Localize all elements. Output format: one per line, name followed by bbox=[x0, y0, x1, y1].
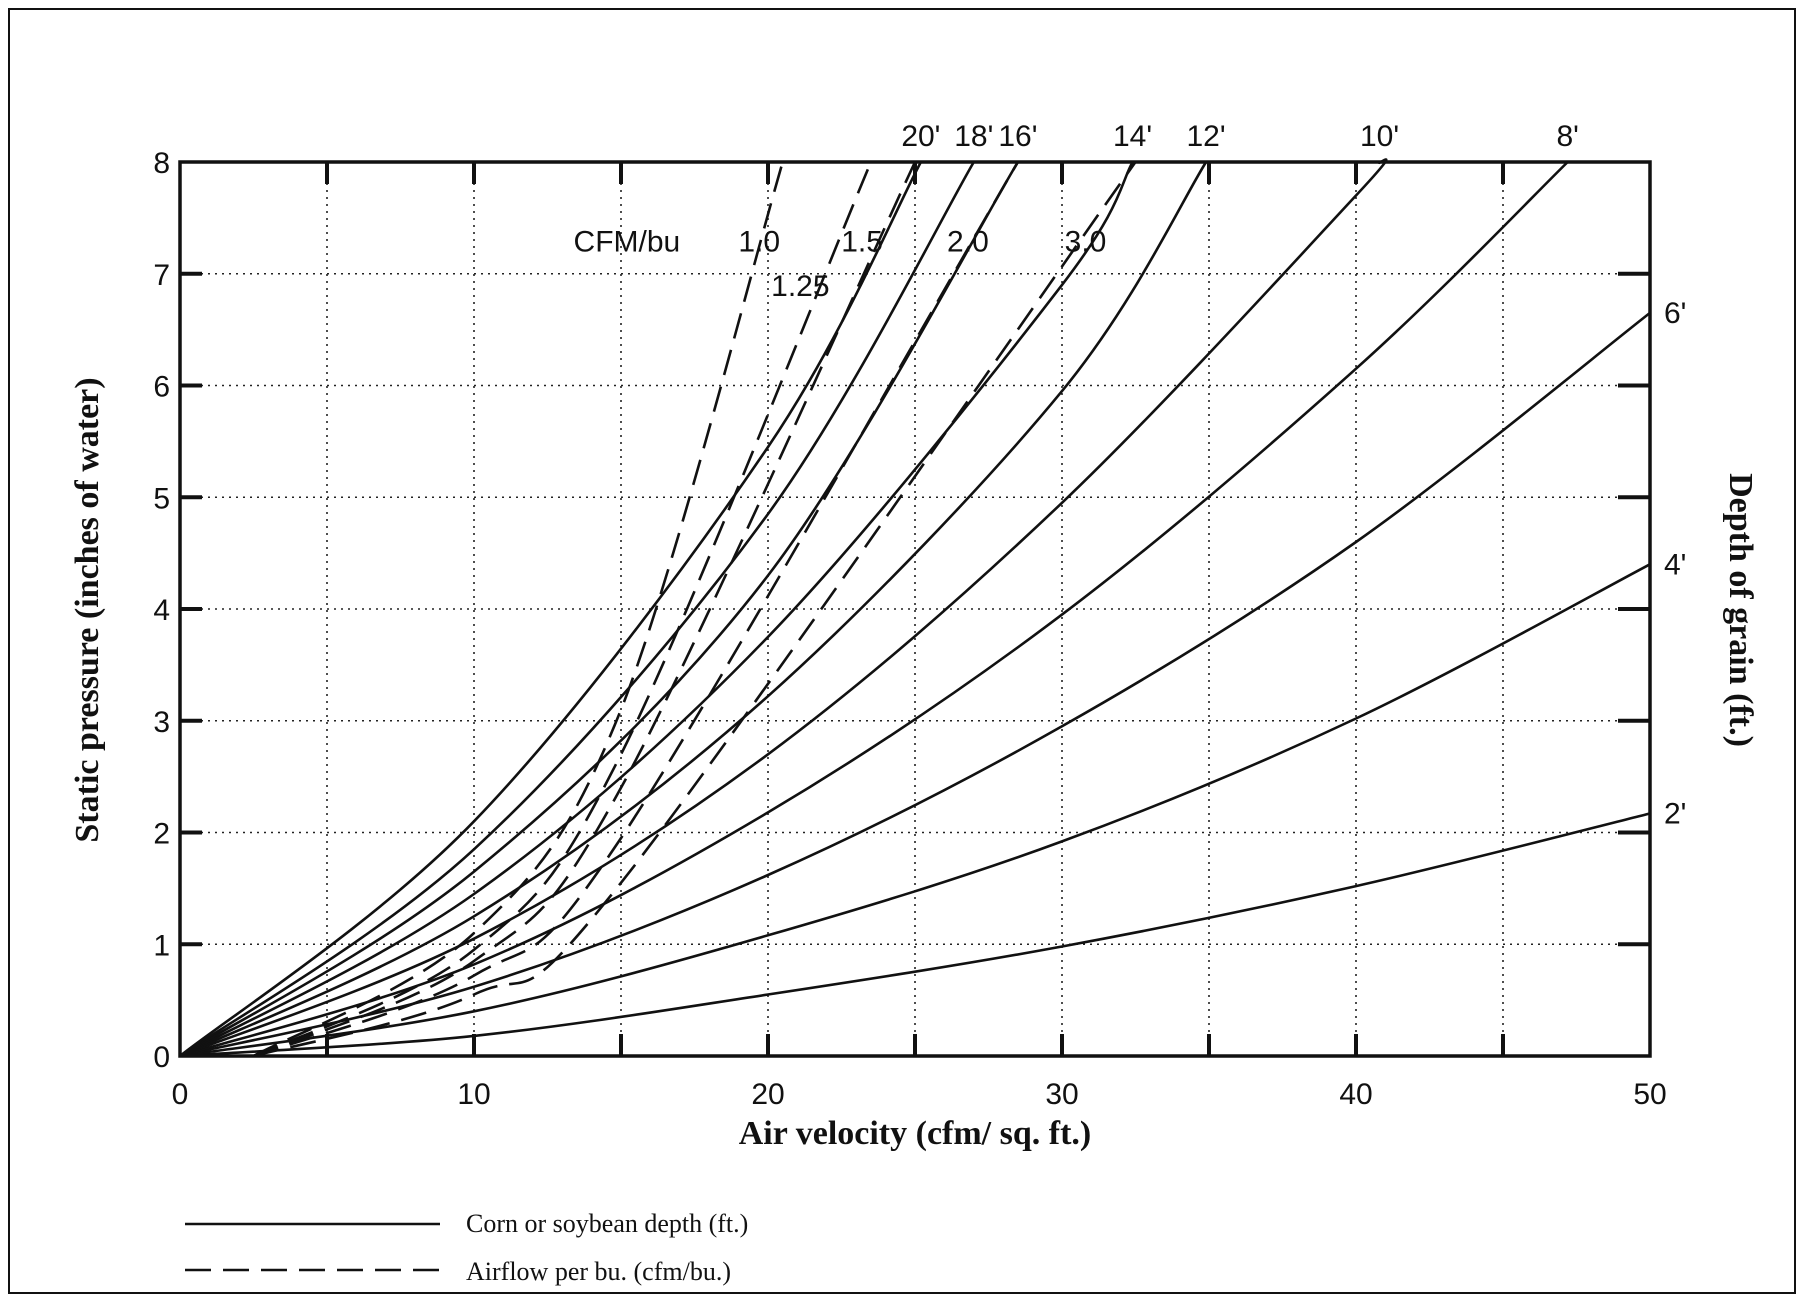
depth-curve-12ft bbox=[179, 161, 1208, 1058]
cfm-title: CFM/bu bbox=[574, 225, 681, 258]
cfm-label: 1.25 bbox=[771, 270, 829, 303]
cfm-curve-2.0 bbox=[253, 161, 1020, 1058]
y-tick-label: 4 bbox=[153, 594, 170, 627]
depth-curve-10ft bbox=[179, 158, 1388, 1058]
y-tick-label: 1 bbox=[153, 929, 170, 962]
depth-curve-2ft bbox=[179, 812, 1651, 1058]
depth-label: 12' bbox=[1187, 120, 1226, 153]
cfm-curve-3.0 bbox=[253, 161, 1137, 1058]
figure-frame: 0 10 20 30 40 50 0 1 2 3 4 5 6 7 8 2' 4' 6' 8' 10' 12' 14' 16'… bbox=[8, 8, 1796, 1294]
cfm-label: 3.0 bbox=[1065, 225, 1107, 258]
x-tick-label: 50 bbox=[1633, 1078, 1666, 1111]
y-axis-title: Static pressure (inches of water) bbox=[69, 377, 106, 842]
chart: 0 10 20 30 40 50 0 1 2 3 4 5 6 7 8 2' 4' 6' 8' 10' 12' 14' 16'… bbox=[69, 120, 1759, 1286]
depth-curve-6ft bbox=[179, 311, 1651, 1058]
y-tick-label: 5 bbox=[153, 482, 170, 515]
legend-solid-label: Corn or soybean depth (ft.) bbox=[466, 1209, 748, 1238]
depth-label: 8' bbox=[1556, 120, 1578, 153]
x-tick-label: 0 bbox=[172, 1078, 189, 1111]
depth-label: 14' bbox=[1113, 120, 1152, 153]
cfm-label: 2.0 bbox=[947, 225, 989, 258]
depth-curve-8ft bbox=[179, 161, 1569, 1058]
depth-label: 18' bbox=[954, 120, 993, 153]
x-tick-label: 10 bbox=[457, 1078, 490, 1111]
cfm-curve-1.0 bbox=[252, 161, 784, 1058]
labels: 0 10 20 30 40 50 0 1 2 3 4 5 6 7 8 2' 4' 6' 8' 10' 12' 14' 16'… bbox=[153, 120, 1686, 1111]
depth-label: 2' bbox=[1664, 798, 1686, 831]
depth-curve-18ft bbox=[179, 161, 975, 1058]
x-tick-label: 20 bbox=[751, 1078, 784, 1111]
x-axis-title: Air velocity (cfm/ sq. ft.) bbox=[739, 1115, 1091, 1152]
cfm-label: 1.0 bbox=[738, 225, 780, 258]
grid bbox=[180, 162, 1650, 1056]
axis-ticks bbox=[180, 162, 1650, 1056]
depth-curve-4ft bbox=[179, 563, 1651, 1058]
depth-label: 4' bbox=[1664, 548, 1686, 581]
legend-dashed-label: Airflow per bu. (cfm/bu.) bbox=[466, 1257, 731, 1286]
depth-label: 16' bbox=[998, 120, 1037, 153]
y-tick-label: 2 bbox=[153, 818, 170, 851]
legend: Corn or soybean depth (ft.) Airflow per … bbox=[185, 1209, 748, 1286]
y-tick-label: 3 bbox=[153, 706, 170, 739]
y-tick-label: 7 bbox=[153, 259, 170, 292]
x-tick-label: 30 bbox=[1045, 1078, 1078, 1111]
right-axis-title: Depth of grain (ft.) bbox=[1722, 473, 1759, 747]
depth-label: 10' bbox=[1360, 120, 1399, 153]
y-tick-label: 6 bbox=[153, 371, 170, 404]
cfm-curve-1.5 bbox=[252, 161, 917, 1058]
depth-curve-20ft bbox=[179, 161, 923, 1058]
depth-label: 20' bbox=[901, 120, 940, 153]
x-tick-label: 40 bbox=[1339, 1078, 1372, 1111]
cfm-label: 1.5 bbox=[841, 225, 883, 258]
y-tick-label: 0 bbox=[153, 1041, 170, 1074]
cfm-curves bbox=[252, 161, 1137, 1058]
y-tick-label: 8 bbox=[153, 147, 170, 180]
cfm-curve-1.25 bbox=[252, 161, 873, 1058]
depth-curve-14ft bbox=[179, 161, 1134, 1058]
depth-curves bbox=[179, 158, 1651, 1058]
depth-curve-16ft bbox=[179, 161, 1020, 1058]
depth-label: 6' bbox=[1664, 297, 1686, 330]
